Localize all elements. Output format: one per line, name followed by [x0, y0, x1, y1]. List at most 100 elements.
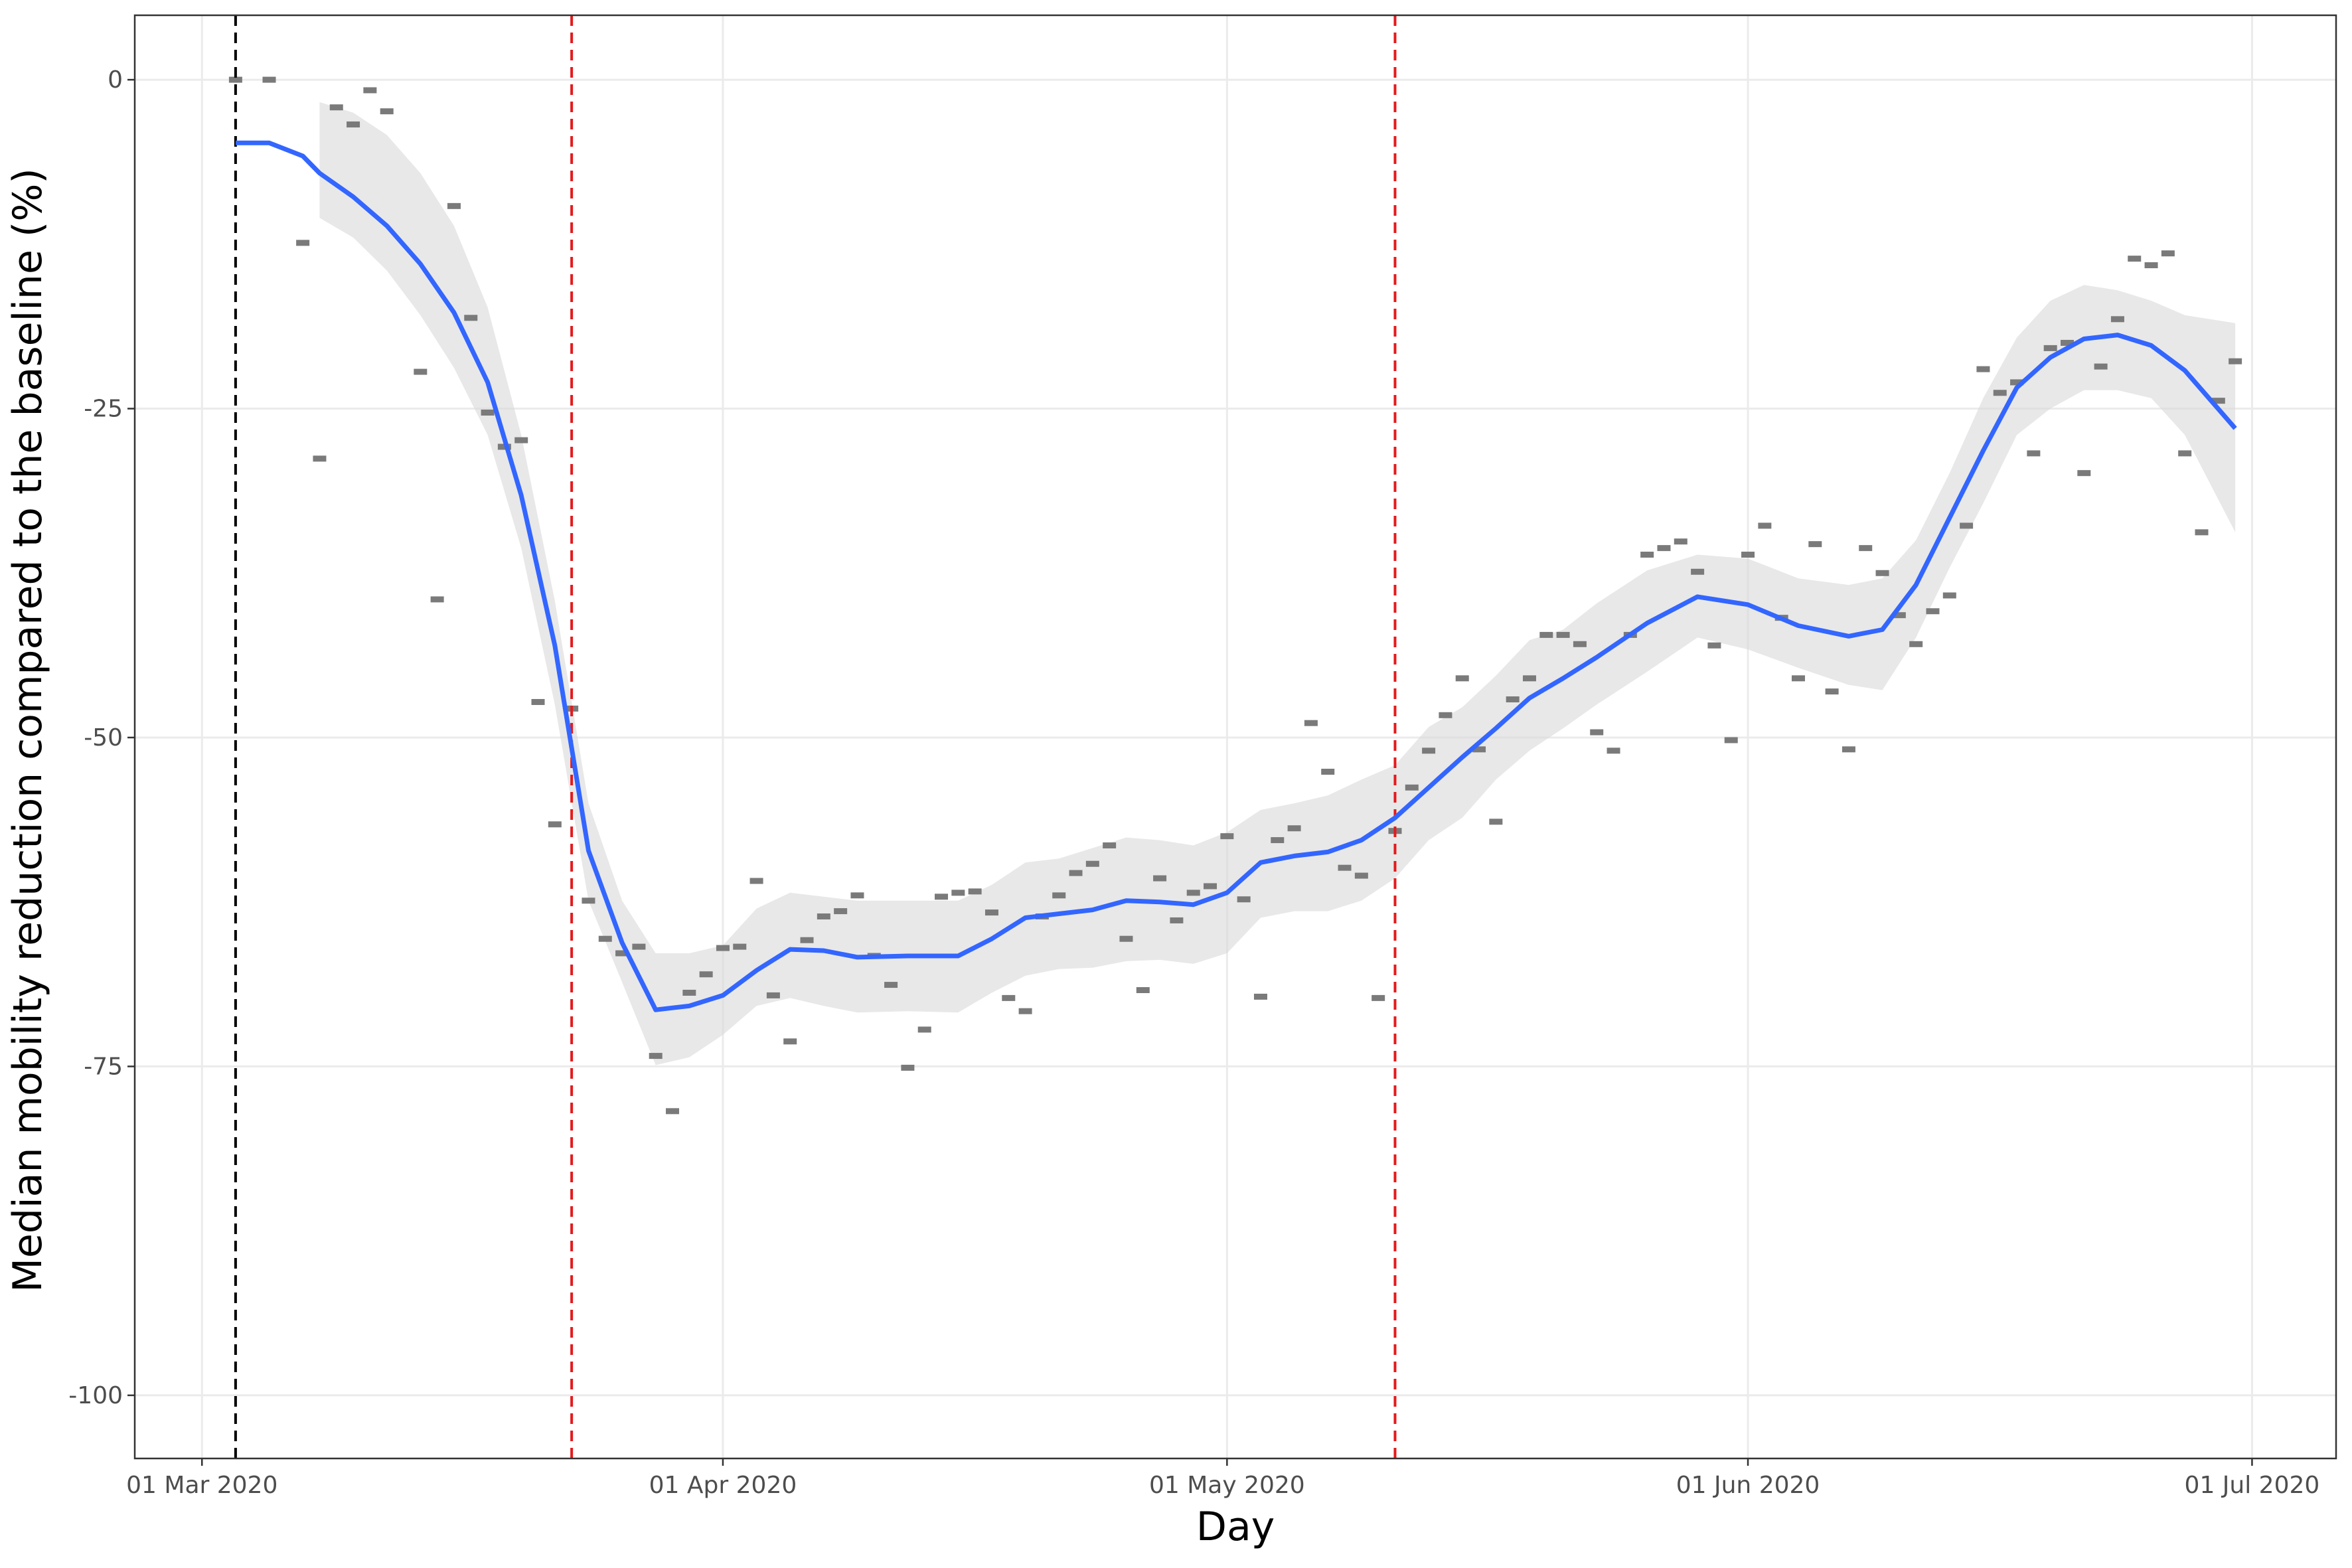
data-point — [984, 909, 998, 916]
data-point — [1674, 538, 1687, 545]
data-point — [2010, 379, 2024, 386]
data-point — [2077, 470, 2091, 477]
x-tick-label: 01 Jun 2020 — [1676, 1472, 1820, 1499]
data-point — [1758, 522, 1772, 529]
data-point — [1069, 870, 1083, 876]
data-point — [1522, 675, 1536, 682]
data-point — [1539, 631, 1553, 638]
data-point — [2027, 450, 2041, 457]
data-point — [430, 596, 444, 603]
data-point — [582, 898, 595, 904]
data-point — [1338, 864, 1352, 871]
data-point — [834, 908, 848, 915]
data-point — [1018, 1008, 1032, 1014]
data-point — [1808, 541, 1822, 548]
data-point — [1691, 568, 1705, 575]
data-point — [1573, 641, 1587, 647]
data-point — [935, 894, 949, 900]
data-point — [1237, 896, 1251, 903]
data-point — [1875, 570, 1889, 576]
data-point — [917, 1026, 931, 1033]
data-point — [514, 437, 528, 443]
data-point — [783, 1038, 797, 1045]
data-point — [2211, 398, 2225, 404]
data-point — [615, 950, 629, 957]
y-tick-label: -25 — [84, 396, 123, 423]
data-point — [1372, 994, 1385, 1001]
data-point — [632, 943, 646, 950]
plot-border — [133, 14, 2337, 1460]
data-point — [1926, 608, 1940, 615]
data-point — [649, 1053, 663, 1059]
data-point — [2195, 529, 2209, 536]
data-point — [1186, 890, 1200, 896]
data-point — [414, 368, 428, 375]
data-point — [1707, 642, 1721, 649]
data-point — [363, 87, 377, 94]
data-point — [1942, 592, 1956, 599]
data-point — [800, 937, 814, 943]
data-point — [1271, 837, 1285, 844]
x-tick-label: 01 Apr 2020 — [649, 1472, 797, 1499]
data-point — [968, 888, 982, 895]
data-point — [1657, 545, 1671, 552]
data-point — [1422, 747, 1436, 754]
data-point — [262, 76, 276, 83]
data-point — [380, 108, 394, 115]
data-point — [2161, 250, 2175, 257]
data-point — [2094, 363, 2108, 370]
data-point — [749, 878, 763, 884]
smooth-line — [235, 140, 2237, 1012]
data-point — [1489, 819, 1503, 825]
data-point — [313, 455, 327, 462]
data-point — [901, 1064, 915, 1071]
data-point — [2128, 256, 2142, 262]
x-tick-label: 01 Mar 2020 — [126, 1472, 277, 1499]
data-point — [1960, 522, 1974, 529]
data-point — [531, 698, 545, 705]
y-tick-label: -100 — [68, 1382, 123, 1409]
data-point — [1321, 769, 1335, 775]
data-point — [884, 982, 898, 988]
data-point — [850, 892, 864, 899]
data-point — [598, 935, 612, 942]
data-point — [682, 989, 696, 996]
data-point — [766, 992, 780, 998]
data-point — [481, 409, 495, 416]
y-tick-label: -50 — [84, 724, 123, 751]
data-point — [1741, 552, 1755, 558]
data-point — [1002, 994, 1016, 1001]
data-point — [548, 821, 562, 828]
data-point — [1085, 860, 1099, 867]
data-point — [1253, 993, 1267, 1000]
data-point — [1153, 875, 1167, 882]
data-point — [1791, 675, 1805, 682]
data-point — [1825, 688, 1839, 695]
data-point — [1119, 935, 1133, 942]
x-axis-title: Day — [1196, 1504, 1275, 1550]
data-point — [228, 76, 242, 83]
data-point — [1993, 390, 2007, 396]
data-point — [1287, 825, 1301, 832]
data-point — [1136, 986, 1150, 993]
data-point — [1976, 366, 1990, 372]
data-point — [447, 202, 461, 209]
data-point — [1590, 729, 1604, 736]
data-point — [817, 913, 830, 920]
data-point — [1607, 747, 1620, 754]
data-point — [329, 104, 343, 111]
data-point — [699, 971, 713, 978]
x-tick-label: 01 May 2020 — [1149, 1472, 1305, 1499]
data-point — [1052, 892, 1066, 899]
data-point — [464, 315, 478, 321]
data-point — [1640, 552, 1654, 558]
data-point — [666, 1108, 680, 1115]
data-point — [1439, 712, 1452, 718]
data-point — [1204, 883, 1217, 890]
data-point — [347, 121, 360, 127]
data-point — [1859, 545, 1873, 552]
data-point — [2110, 316, 2124, 323]
data-point — [1405, 784, 1419, 791]
